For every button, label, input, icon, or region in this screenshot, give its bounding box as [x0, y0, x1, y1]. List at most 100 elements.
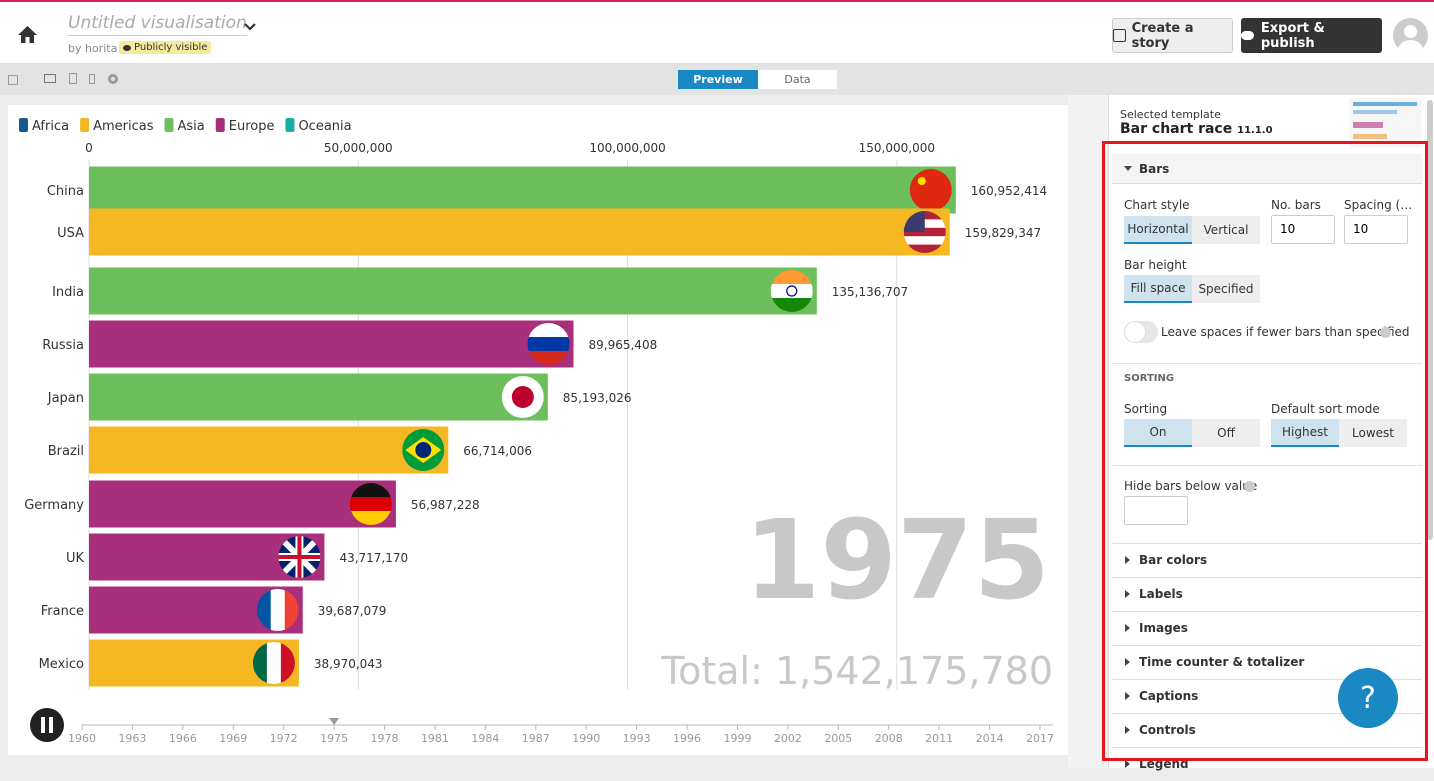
spacing-value: 10 — [1353, 222, 1369, 236]
specified-option[interactable]: Specified — [1192, 275, 1260, 303]
lowest-option[interactable]: Lowest — [1339, 419, 1407, 447]
value-label: 89,965,408 — [589, 338, 658, 352]
settings-icon[interactable] — [108, 74, 118, 84]
story-icon — [1113, 29, 1126, 42]
timeline-tick-label: 2017 — [1026, 732, 1054, 745]
category-label: Russia — [42, 338, 84, 353]
legend-swatch — [19, 118, 28, 132]
timeline-tick-label: 1978 — [371, 732, 399, 745]
category-label: Brazil — [48, 444, 84, 459]
flag — [402, 429, 445, 471]
flag — [909, 169, 952, 211]
thumb-bar — [1353, 110, 1397, 114]
horizontal-option[interactable]: Horizontal — [1124, 216, 1192, 244]
scrollbar[interactable] — [1427, 100, 1433, 540]
legend-label: Americas — [93, 119, 154, 134]
timeline-tick-label: 2008 — [875, 732, 903, 745]
collapsed-section[interactable]: Images — [1112, 611, 1422, 645]
flag-stripe — [903, 244, 946, 253]
toggle-switch[interactable] — [1124, 321, 1158, 343]
toggle-knob — [1124, 321, 1146, 343]
legend-swatch — [80, 118, 90, 132]
category-label: UK — [66, 551, 85, 566]
highest-option[interactable]: Highest — [1271, 419, 1339, 447]
fullscreen-icon[interactable] — [8, 75, 18, 85]
no-bars-input[interactable]: 10 — [1271, 215, 1335, 244]
collapsed-section[interactable]: Time counter & totalizer — [1112, 645, 1422, 679]
help-icon[interactable] — [1380, 327, 1391, 338]
data-text: Data — [784, 73, 811, 86]
fill-space-option[interactable]: Fill space — [1124, 275, 1192, 303]
sorting-on-text: On — [1149, 425, 1167, 439]
flag-emblem — [511, 386, 534, 408]
value-label: 159,829,347 — [965, 226, 1041, 240]
tablet-icon[interactable] — [69, 73, 77, 84]
value-label: 66,714,006 — [463, 444, 532, 458]
collapsed-section[interactable]: Controls — [1112, 713, 1422, 747]
help-button[interactable]: ? — [1338, 668, 1398, 728]
flag — [770, 270, 813, 312]
highest-text: Highest — [1282, 425, 1328, 439]
cloud-icon — [1241, 31, 1254, 40]
create-story-button[interactable]: Create a story — [1112, 18, 1233, 53]
vertical-option[interactable]: Vertical — [1192, 216, 1260, 244]
x-tick-label: 100,000,000 — [589, 141, 665, 155]
sorting-on-option[interactable]: On — [1124, 419, 1192, 447]
flag-stripe — [903, 227, 946, 237]
bars-section-header[interactable]: Bars — [1112, 154, 1422, 184]
title-chevron[interactable] — [243, 22, 257, 32]
visibility-text: Publicly visible — [134, 42, 208, 53]
flag-stripe — [349, 483, 392, 498]
avatar-body — [1398, 40, 1423, 53]
vis-title[interactable]: Untitled visualisation — [68, 13, 247, 36]
highlight-box — [1102, 141, 1428, 761]
flag-star — [917, 177, 926, 185]
sorting-heading: SORTING — [1124, 373, 1175, 384]
help-button-text: ? — [1360, 680, 1376, 716]
flag-stripe — [252, 642, 268, 684]
visibility-badge[interactable]: Publicly visible — [119, 41, 212, 54]
flag — [349, 483, 392, 525]
hide-below-input[interactable] — [1124, 496, 1188, 525]
flag — [501, 376, 544, 418]
help-icon[interactable] — [1244, 481, 1255, 492]
avatar[interactable] — [1393, 18, 1428, 53]
pause-bar — [41, 717, 45, 733]
no-bars-label: No. bars — [1271, 198, 1321, 212]
legend-swatch — [215, 118, 225, 132]
flag-stripe — [349, 511, 392, 525]
play-pause-button[interactable] — [30, 708, 64, 742]
flag-stripe — [770, 298, 813, 312]
home-icon[interactable] — [17, 25, 38, 44]
avatar-head — [1404, 25, 1417, 38]
timeline-tick-label: 1990 — [572, 732, 600, 745]
flag-stripe — [256, 589, 272, 631]
collapsed-section[interactable]: Captions — [1112, 679, 1422, 713]
desktop-icon[interactable] — [44, 74, 56, 83]
export-text: Export & publish — [1260, 20, 1325, 51]
collapsed-section[interactable]: Labels — [1112, 577, 1422, 611]
collapsed-section[interactable]: Bar colors — [1112, 543, 1422, 577]
flag-stripe — [909, 169, 952, 211]
mobile-icon[interactable] — [89, 74, 95, 84]
create-story-text: Create a story — [1131, 20, 1194, 51]
timeline-tick-label: 2005 — [824, 732, 852, 745]
timeline-tick-label: 1987 — [522, 732, 550, 745]
legend-label: Europe — [229, 119, 275, 134]
spacing-input[interactable]: 10 — [1344, 215, 1408, 244]
thumb-bar — [1353, 122, 1383, 128]
sorting-off-option[interactable]: Off — [1192, 419, 1260, 447]
timeline-tick-label: 2002 — [774, 732, 802, 745]
bar — [89, 208, 950, 256]
category-label: Germany — [24, 498, 84, 513]
eye-icon — [123, 45, 131, 51]
thumb-bar — [1353, 134, 1387, 139]
flag-stripe — [349, 497, 392, 512]
value-label: 160,952,414 — [971, 184, 1047, 198]
export-button[interactable]: Export & publish — [1241, 18, 1382, 53]
preview-gutter — [1068, 95, 1108, 768]
preview-tab[interactable]: Preview — [678, 70, 758, 89]
data-tab[interactable]: Data — [758, 70, 837, 89]
flag-chakra — [786, 285, 798, 297]
